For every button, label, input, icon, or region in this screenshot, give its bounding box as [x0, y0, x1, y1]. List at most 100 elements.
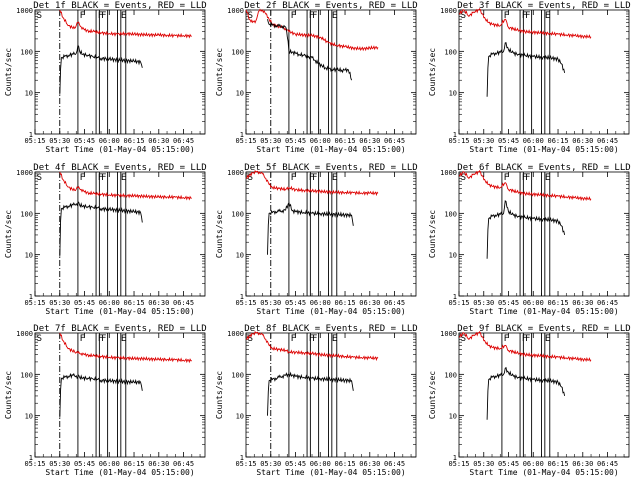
- marker-letter: E: [332, 11, 337, 21]
- x-tick-label: 05:45: [285, 137, 306, 145]
- x-tick-label: 06:15: [123, 137, 144, 145]
- y-tick-label: 10: [25, 90, 33, 98]
- x-tick-label: 06:15: [547, 137, 568, 145]
- y-axis-label: Counts/sec: [428, 210, 437, 258]
- x-tick-label: 05:45: [285, 460, 306, 468]
- y-axis-label: Counts/sec: [428, 48, 437, 96]
- x-tick-label: 05:45: [74, 460, 95, 468]
- lld-series-line: [245, 8, 379, 52]
- panel-3: Det 3f BLACK = Events, RED = LLD 1 10 100 10…: [428, 1, 631, 154]
- marker-letter: S: [248, 11, 253, 21]
- y-tick-label: 1: [240, 293, 244, 301]
- y-tick-label: 10: [449, 90, 457, 98]
- x-axis-label: Start Time (01-May-04 05:15:00): [469, 145, 618, 154]
- y-tick-label: 1000: [227, 330, 244, 338]
- marker-letter: F: [522, 11, 527, 21]
- marker-letter: F: [312, 11, 317, 21]
- marker-letter: F: [98, 11, 103, 21]
- lld-series-line: [458, 170, 592, 202]
- x-tick-label: 05:30: [260, 299, 281, 307]
- marker-letter: S: [37, 334, 42, 344]
- x-tick-label: 06:15: [547, 460, 568, 468]
- events-series-line: [267, 371, 354, 416]
- marker-letter: F: [522, 173, 527, 183]
- y-tick-label: 1000: [16, 330, 33, 338]
- x-tick-label: 06:30: [148, 137, 169, 145]
- y-tick-label: 10: [25, 252, 33, 260]
- y-tick-label: 10: [236, 413, 244, 421]
- y-tick-label: 100: [231, 210, 244, 218]
- events-series-line: [486, 366, 566, 420]
- x-tick-label: 06:45: [384, 460, 405, 468]
- x-tick-label: 05:15: [24, 299, 45, 307]
- x-tick-label: 06:00: [310, 299, 331, 307]
- x-tick-label: 06:15: [123, 460, 144, 468]
- marker-letter: F: [101, 173, 106, 183]
- y-axis-label: Counts/sec: [4, 48, 13, 96]
- y-tick-label: 100: [20, 48, 33, 56]
- x-axis-label: Start Time (01-May-04 05:15:00): [256, 468, 405, 477]
- x-tick-label: 06:00: [99, 299, 120, 307]
- marker-letter: F: [309, 11, 314, 21]
- x-tick-label: 05:15: [24, 460, 45, 468]
- x-tick-label: 05:45: [285, 299, 306, 307]
- y-tick-label: 1000: [16, 169, 33, 177]
- panel-5: Det 5f BLACK = Events, RED = LLD 1 10 100 10…: [215, 163, 418, 316]
- x-tick-label: 05:30: [473, 299, 494, 307]
- events-series-line: [59, 201, 143, 257]
- x-tick-label: 06:30: [359, 460, 380, 468]
- x-tick-label: 06:15: [334, 299, 355, 307]
- marker-letter: F: [101, 11, 106, 21]
- y-tick-label: 10: [449, 413, 457, 421]
- panel-title: Det 1f BLACK = Events, RED = LLD: [33, 1, 206, 11]
- x-axis-label: Start Time (01-May-04 05:15:00): [45, 307, 194, 316]
- y-tick-label: 10: [236, 90, 244, 98]
- marker-letter: E: [545, 334, 550, 344]
- panel-title: Det 2f BLACK = Events, RED = LLD: [244, 1, 417, 11]
- panel-title: Det 5f BLACK = Events, RED = LLD: [244, 163, 417, 173]
- x-tick-label: 05:15: [448, 137, 469, 145]
- x-tick-label: 06:15: [334, 137, 355, 145]
- x-tick-label: 05:30: [49, 137, 70, 145]
- plot-frame: [245, 332, 417, 458]
- panel-8: Det 8f BLACK = Events, RED = LLD 1 10 100 10…: [215, 324, 418, 477]
- y-axis-label: Counts/sec: [215, 48, 224, 96]
- marker-letter: F: [522, 334, 527, 344]
- lld-series-line: [245, 169, 379, 197]
- x-tick-label: 06:45: [384, 137, 405, 145]
- y-tick-label: 1: [29, 293, 33, 301]
- y-tick-label: 100: [444, 48, 457, 56]
- x-axis-label: Start Time (01-May-04 05:15:00): [45, 145, 194, 154]
- x-tick-label: 05:45: [498, 299, 519, 307]
- x-tick-label: 06:45: [597, 460, 618, 468]
- x-tick-label: 05:15: [235, 460, 256, 468]
- marker-letter: F: [525, 173, 530, 183]
- y-tick-label: 100: [231, 48, 244, 56]
- marker-letter: F: [309, 334, 314, 344]
- marker-letter: F: [291, 334, 296, 344]
- y-axis-label: Counts/sec: [4, 371, 13, 419]
- x-axis-label: Start Time (01-May-04 05:15:00): [256, 145, 405, 154]
- y-tick-label: 10: [25, 413, 33, 421]
- y-tick-label: 1000: [227, 169, 244, 177]
- plot-frame: [245, 171, 417, 297]
- x-tick-label: 05:30: [49, 299, 70, 307]
- y-tick-label: 1000: [440, 330, 457, 338]
- marker-letter: F: [98, 334, 103, 344]
- x-axis-label: Start Time (01-May-04 05:15:00): [469, 468, 618, 477]
- marker-letter: F: [504, 173, 509, 183]
- x-axis-label: Start Time (01-May-04 05:15:00): [45, 468, 194, 477]
- panel-4: Det 4f BLACK = Events, RED = LLD 1 10 100 10…: [4, 163, 207, 316]
- panel-7: Det 7f BLACK = Events, RED = LLD 1 10 100 10…: [4, 324, 207, 477]
- y-tick-label: 100: [231, 371, 244, 379]
- x-tick-label: 06:00: [523, 460, 544, 468]
- panel-title: Det 4f BLACK = Events, RED = LLD: [33, 163, 206, 173]
- lld-series-line: [59, 332, 192, 364]
- y-tick-label: 1000: [440, 169, 457, 177]
- events-series-line: [486, 42, 566, 97]
- y-tick-label: 1: [240, 131, 244, 139]
- panel-6: Det 6f BLACK = Events, RED = LLD 1 10 100 10…: [428, 163, 631, 316]
- x-tick-label: 06:45: [597, 299, 618, 307]
- marker-letter: S: [461, 334, 466, 344]
